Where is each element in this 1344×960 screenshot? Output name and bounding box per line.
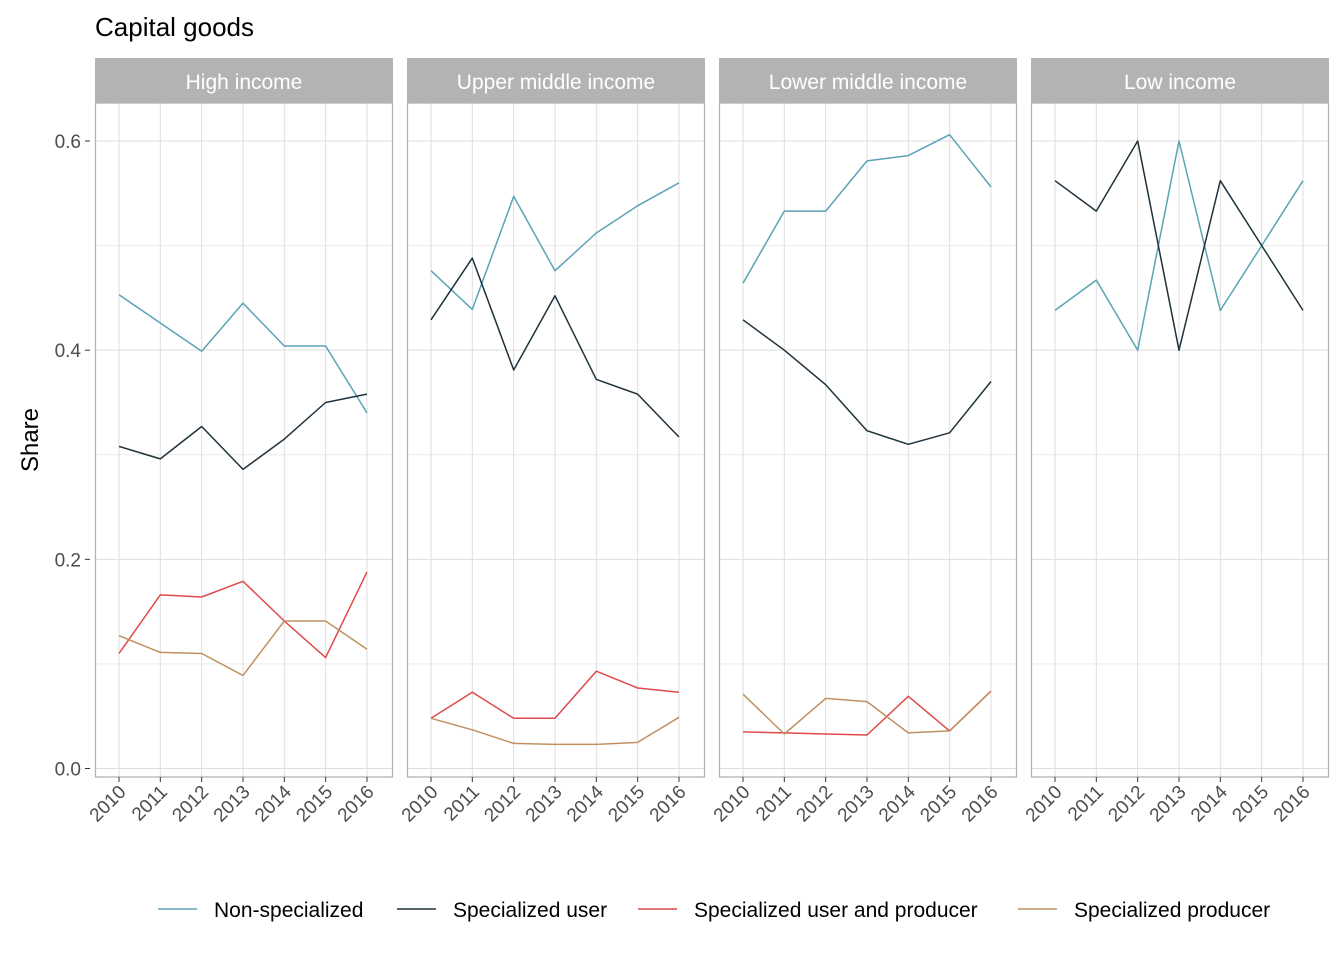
x-tick-label: 2016 [646, 782, 691, 827]
panel-strip [95, 58, 393, 103]
legend-label: Specialized user and producer [694, 899, 978, 922]
x-tick-label: 2013 [522, 782, 567, 827]
legend-item-non-specialized: Non-specialized [158, 899, 363, 922]
legend-label: Specialized producer [1074, 899, 1270, 922]
x-tick-label: 2015 [916, 782, 961, 827]
y-tick-label: 0.0 [55, 760, 81, 781]
series-line-specialized-user-and-producer [430, 670, 680, 720]
x-tick-label: 2010 [86, 782, 131, 827]
x-tick-label: 2013 [210, 782, 255, 827]
x-tick-label: 2010 [398, 782, 443, 827]
y-tick-label: 0.6 [55, 132, 81, 153]
x-tick-label: 2010 [1022, 782, 1067, 827]
panel-border [406, 102, 706, 778]
panel-strip-label: Lower middle income [769, 71, 967, 94]
series-line-specialized-user [118, 393, 368, 471]
y-axis-ticks: 0.0 0.2 0.4 0.6 [55, 132, 90, 781]
x-tick-label: 2014 [875, 781, 920, 826]
x-tick-label: 2012 [168, 782, 213, 827]
legend-label: Non-specialized [214, 899, 363, 922]
series-line-specialized-user [430, 257, 680, 438]
series-line-specialized-user [1054, 140, 1304, 351]
y-axis-label: Share [17, 408, 44, 472]
panel-border [94, 102, 394, 778]
legend: Non-specialized Specialized user Specializ… [158, 899, 1270, 922]
chart-title: Capital goods [95, 12, 254, 42]
legend-item-specialized-user: Specialized user [397, 899, 607, 922]
x-tick-label: 2012 [792, 782, 837, 827]
x-tick-label: 2016 [1270, 782, 1315, 827]
panel-strip [719, 58, 1017, 103]
x-tick-label: 2011 [440, 782, 484, 826]
x-tick-label: 2011 [752, 782, 796, 826]
x-tick-label: 2015 [604, 782, 649, 827]
series-line-non-specialized [430, 182, 680, 311]
x-tick-label: 2013 [834, 782, 879, 827]
y-tick-label: 0.2 [55, 550, 81, 571]
series-line-specialized-producer [118, 620, 368, 677]
panel-strip [407, 58, 705, 103]
panel-border [718, 102, 1018, 778]
series-line-non-specialized [742, 133, 992, 284]
panel-strip [1031, 58, 1329, 103]
panel-upper-middle-income: Upper middle income201020112012201320142… [398, 58, 706, 827]
panel-strip-label: Upper middle income [457, 71, 655, 94]
panels: High income2010201120122013201420152016U… [86, 58, 1330, 827]
x-tick-label: 2014 [563, 781, 608, 826]
series-line-specialized-user-and-producer [118, 571, 368, 659]
series-line-specialized-producer [742, 690, 992, 735]
legend-item-specialized-producer: Specialized producer [1018, 899, 1270, 922]
x-tick-label: 2010 [710, 782, 755, 827]
panel-border [1030, 102, 1330, 778]
x-tick-label: 2011 [1064, 782, 1108, 826]
panel-strip-label: High income [186, 71, 303, 94]
x-tick-label: 2014 [251, 781, 296, 826]
x-tick-label: 2016 [958, 782, 1003, 827]
panel-lower-middle-income: Lower middle income201020112012201320142… [710, 58, 1018, 827]
series-line-specialized-user [742, 319, 992, 446]
x-tick-label: 2012 [480, 782, 525, 827]
panel-strip-label: Low income [1124, 71, 1236, 94]
series-line-non-specialized [118, 294, 368, 414]
legend-label: Specialized user [453, 899, 607, 922]
x-tick-label: 2016 [334, 782, 379, 827]
series-line-specialized-producer [430, 716, 680, 746]
x-tick-label: 2013 [1146, 782, 1191, 827]
x-tick-label: 2011 [128, 782, 172, 826]
y-tick-label: 0.4 [55, 341, 82, 362]
legend-item-specialized-user-and-producer: Specialized user and producer [638, 899, 978, 922]
x-tick-label: 2012 [1104, 782, 1149, 827]
x-tick-label: 2014 [1187, 781, 1232, 826]
x-tick-label: 2015 [1228, 782, 1273, 827]
x-tick-label: 2015 [292, 782, 337, 827]
